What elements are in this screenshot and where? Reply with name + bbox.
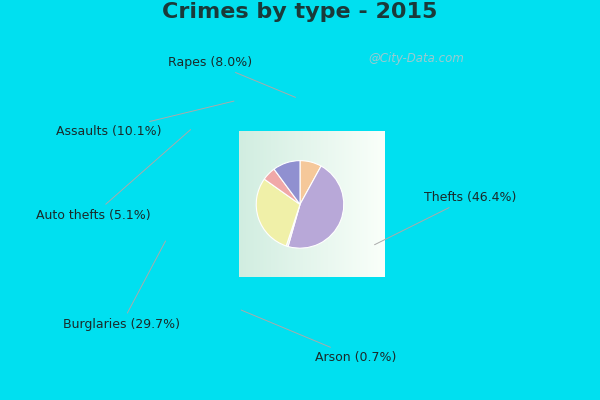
Text: Crimes by type - 2015: Crimes by type - 2015 xyxy=(163,2,437,22)
Wedge shape xyxy=(300,161,321,204)
Text: @City-Data.com: @City-Data.com xyxy=(369,52,464,65)
Text: Auto thefts (5.1%): Auto thefts (5.1%) xyxy=(36,130,191,222)
Wedge shape xyxy=(256,179,300,246)
Wedge shape xyxy=(264,169,300,204)
Text: Thefts (46.4%): Thefts (46.4%) xyxy=(374,191,517,245)
Wedge shape xyxy=(274,161,300,204)
Text: Assaults (10.1%): Assaults (10.1%) xyxy=(56,101,234,138)
Wedge shape xyxy=(286,204,300,246)
Text: Rapes (8.0%): Rapes (8.0%) xyxy=(169,56,295,97)
Text: Arson (0.7%): Arson (0.7%) xyxy=(241,310,396,364)
Wedge shape xyxy=(288,166,344,248)
Text: Burglaries (29.7%): Burglaries (29.7%) xyxy=(62,241,179,331)
